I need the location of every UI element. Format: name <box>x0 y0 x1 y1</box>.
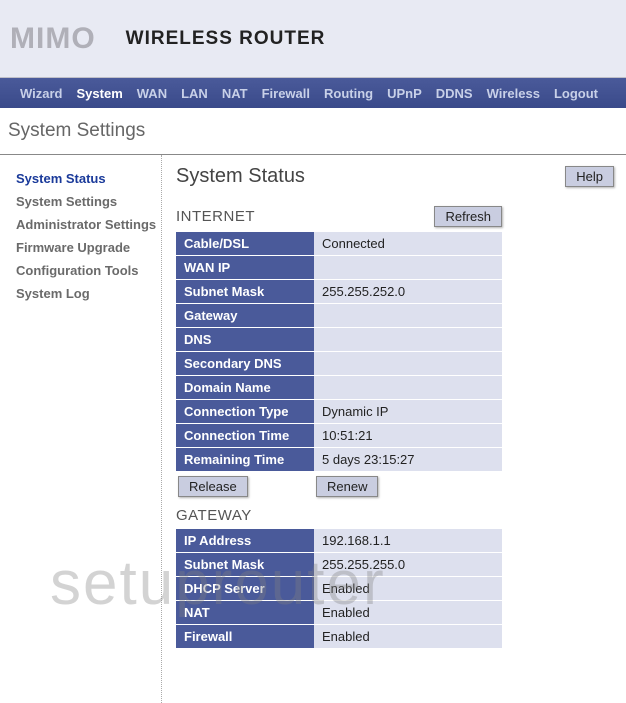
table-row: Subnet Mask255.255.252.0 <box>176 280 502 303</box>
row-key: DHCP Server <box>176 577 314 600</box>
table-row: FirewallEnabled <box>176 625 502 648</box>
row-value: 255.255.252.0 <box>314 280 502 303</box>
sidebar-item-system-log[interactable]: System Log <box>16 282 161 305</box>
table-row: WAN IP <box>176 256 502 279</box>
nav-system[interactable]: System <box>77 86 123 101</box>
nav-lan[interactable]: LAN <box>181 86 208 101</box>
release-button[interactable]: Release <box>178 476 248 497</box>
row-key: NAT <box>176 601 314 624</box>
header: MIMO WIRELESS ROUTER <box>0 0 626 78</box>
sidebar-item-config-tools[interactable]: Configuration Tools <box>16 259 161 282</box>
table-row: DHCP ServerEnabled <box>176 577 502 600</box>
row-key: WAN IP <box>176 256 314 279</box>
row-value: Connected <box>314 232 502 255</box>
row-key: DNS <box>176 328 314 351</box>
row-key: Subnet Mask <box>176 553 314 576</box>
row-value: Dynamic IP <box>314 400 502 423</box>
nav-ddns[interactable]: DDNS <box>436 86 473 101</box>
internet-table: Cable/DSLConnectedWAN IPSubnet Mask255.2… <box>176 231 502 472</box>
header-title: WIRELESS ROUTER <box>126 28 326 50</box>
logo: MIMO <box>10 22 96 56</box>
sidebar-item-admin-settings[interactable]: Administrator Settings <box>16 213 161 236</box>
row-value: 5 days 23:15:27 <box>314 448 502 471</box>
main-head: System Status Help <box>176 165 614 188</box>
row-value: Enabled <box>314 577 502 600</box>
nav-nat[interactable]: NAT <box>222 86 248 101</box>
table-row: Domain Name <box>176 376 502 399</box>
row-key: Firewall <box>176 625 314 648</box>
row-value: 10:51:21 <box>314 424 502 447</box>
row-value <box>314 352 502 375</box>
nav-upnp[interactable]: UPnP <box>387 86 422 101</box>
nav-routing[interactable]: Routing <box>324 86 373 101</box>
row-key: Domain Name <box>176 376 314 399</box>
table-row: NATEnabled <box>176 601 502 624</box>
row-value: Enabled <box>314 601 502 624</box>
renew-button[interactable]: Renew <box>316 476 378 497</box>
table-row: Connection Time10:51:21 <box>176 424 502 447</box>
internet-section-title: INTERNET <box>176 208 255 225</box>
row-value: 255.255.255.0 <box>314 553 502 576</box>
table-row: Gateway <box>176 304 502 327</box>
row-key: Connection Type <box>176 400 314 423</box>
nav-wizard[interactable]: Wizard <box>20 86 63 101</box>
body: System Status System Settings Administra… <box>0 155 626 703</box>
row-key: IP Address <box>176 529 314 552</box>
table-row: IP Address192.168.1.1 <box>176 529 502 552</box>
sidebar-item-firmware-upgrade[interactable]: Firmware Upgrade <box>16 236 161 259</box>
page-title: System Settings <box>0 108 626 150</box>
help-button[interactable]: Help <box>565 166 614 187</box>
gateway-section-title: GATEWAY <box>176 507 252 524</box>
main-title: System Status <box>176 165 305 188</box>
row-key: Connection Time <box>176 424 314 447</box>
row-key: Remaining Time <box>176 448 314 471</box>
sidebar: System Status System Settings Administra… <box>0 155 162 703</box>
row-value <box>314 304 502 327</box>
internet-section-head: INTERNET Refresh <box>176 206 502 227</box>
row-key: Gateway <box>176 304 314 327</box>
gateway-table: IP Address192.168.1.1Subnet Mask255.255.… <box>176 528 502 649</box>
sidebar-item-system-settings[interactable]: System Settings <box>16 190 161 213</box>
table-row: Subnet Mask255.255.255.0 <box>176 553 502 576</box>
row-value: 192.168.1.1 <box>314 529 502 552</box>
nav-firewall[interactable]: Firewall <box>262 86 310 101</box>
main: System Status Help INTERNET Refresh Cabl… <box>162 155 626 703</box>
row-value <box>314 256 502 279</box>
nav-logout[interactable]: Logout <box>554 86 598 101</box>
gateway-section-head: GATEWAY <box>176 507 502 524</box>
nav-wan[interactable]: WAN <box>137 86 167 101</box>
table-row: DNS <box>176 328 502 351</box>
top-nav: Wizard System WAN LAN NAT Firewall Routi… <box>0 78 626 108</box>
row-key: Secondary DNS <box>176 352 314 375</box>
table-row: Connection TypeDynamic IP <box>176 400 502 423</box>
nav-wireless[interactable]: Wireless <box>487 86 540 101</box>
release-renew-row: Release Renew <box>176 472 502 507</box>
row-value <box>314 376 502 399</box>
refresh-button[interactable]: Refresh <box>434 206 502 227</box>
row-key: Cable/DSL <box>176 232 314 255</box>
table-row: Remaining Time5 days 23:15:27 <box>176 448 502 471</box>
row-value <box>314 328 502 351</box>
sidebar-item-system-status[interactable]: System Status <box>16 167 161 190</box>
table-row: Cable/DSLConnected <box>176 232 502 255</box>
row-value: Enabled <box>314 625 502 648</box>
table-row: Secondary DNS <box>176 352 502 375</box>
row-key: Subnet Mask <box>176 280 314 303</box>
